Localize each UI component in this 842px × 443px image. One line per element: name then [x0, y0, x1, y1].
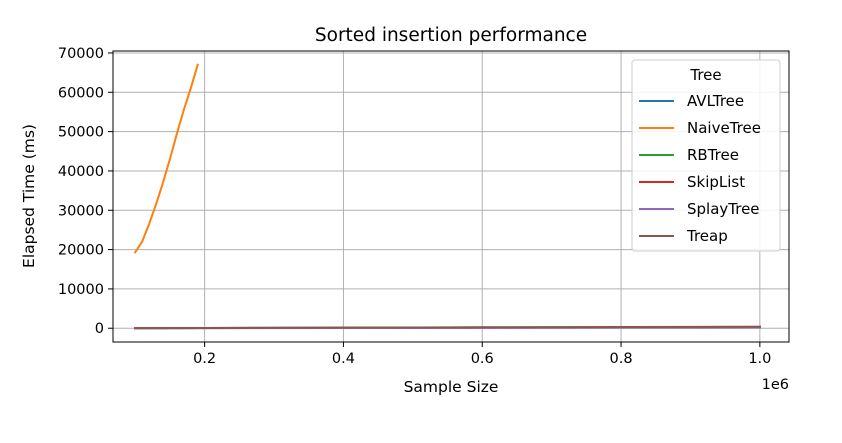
- legend-label-treap: Treap: [686, 227, 728, 245]
- legend-label-avltree: AVLTree: [687, 92, 744, 110]
- legend-box: [631, 59, 781, 252]
- legend-label-skiplist: SkipList: [687, 173, 745, 191]
- series-line-naivetree: [133, 63, 199, 254]
- y-tick-label: 40000: [58, 164, 104, 180]
- plot-frame: [112, 50, 790, 343]
- y-tick-label: 0: [95, 321, 104, 337]
- series-line-treap: [134, 325, 761, 330]
- series-group: [133, 63, 761, 330]
- x-tick-label: 0.8: [610, 351, 633, 367]
- y-axis-label: Elapsed Time (ms): [20, 124, 38, 268]
- y-tick-label: 20000: [58, 243, 104, 259]
- x-axis-offset-label: 1e6: [762, 377, 789, 393]
- x-axis-label: Sample Size: [404, 378, 499, 396]
- y-tick-label: 70000: [58, 46, 104, 62]
- x-tick-label: 0.4: [332, 351, 355, 367]
- x-tick-label: 0.2: [193, 351, 216, 367]
- legend-label-rbtree: RBTree: [687, 146, 739, 164]
- legend-label-naivetree: NaiveTree: [687, 119, 761, 137]
- x-axis-ticks: 0.2 0.4 0.6 0.8 1.0: [193, 342, 771, 367]
- y-tick-label: 30000: [58, 203, 104, 219]
- y-tick-label: 60000: [58, 85, 104, 101]
- y-tick-label: 50000: [58, 125, 104, 141]
- chart-title: Sorted insertion performance: [315, 25, 587, 46]
- y-axis-ticks: 0 10000 20000 30000 40000 50000 60000 70000: [58, 46, 113, 337]
- legend-items: AVLTree NaiveTree RBTree SkipList SplayTree T…: [639, 92, 761, 245]
- x-tick-label: 0.6: [471, 351, 494, 367]
- legend-label-splaytree: SplayTree: [687, 200, 760, 218]
- y-tick-label: 10000: [58, 282, 104, 298]
- legend-title: Tree: [689, 66, 721, 84]
- legend: Tree AVLTree NaiveTree RBTree SkipList Splay…: [631, 59, 781, 252]
- x-tick-label: 1.0: [748, 351, 771, 367]
